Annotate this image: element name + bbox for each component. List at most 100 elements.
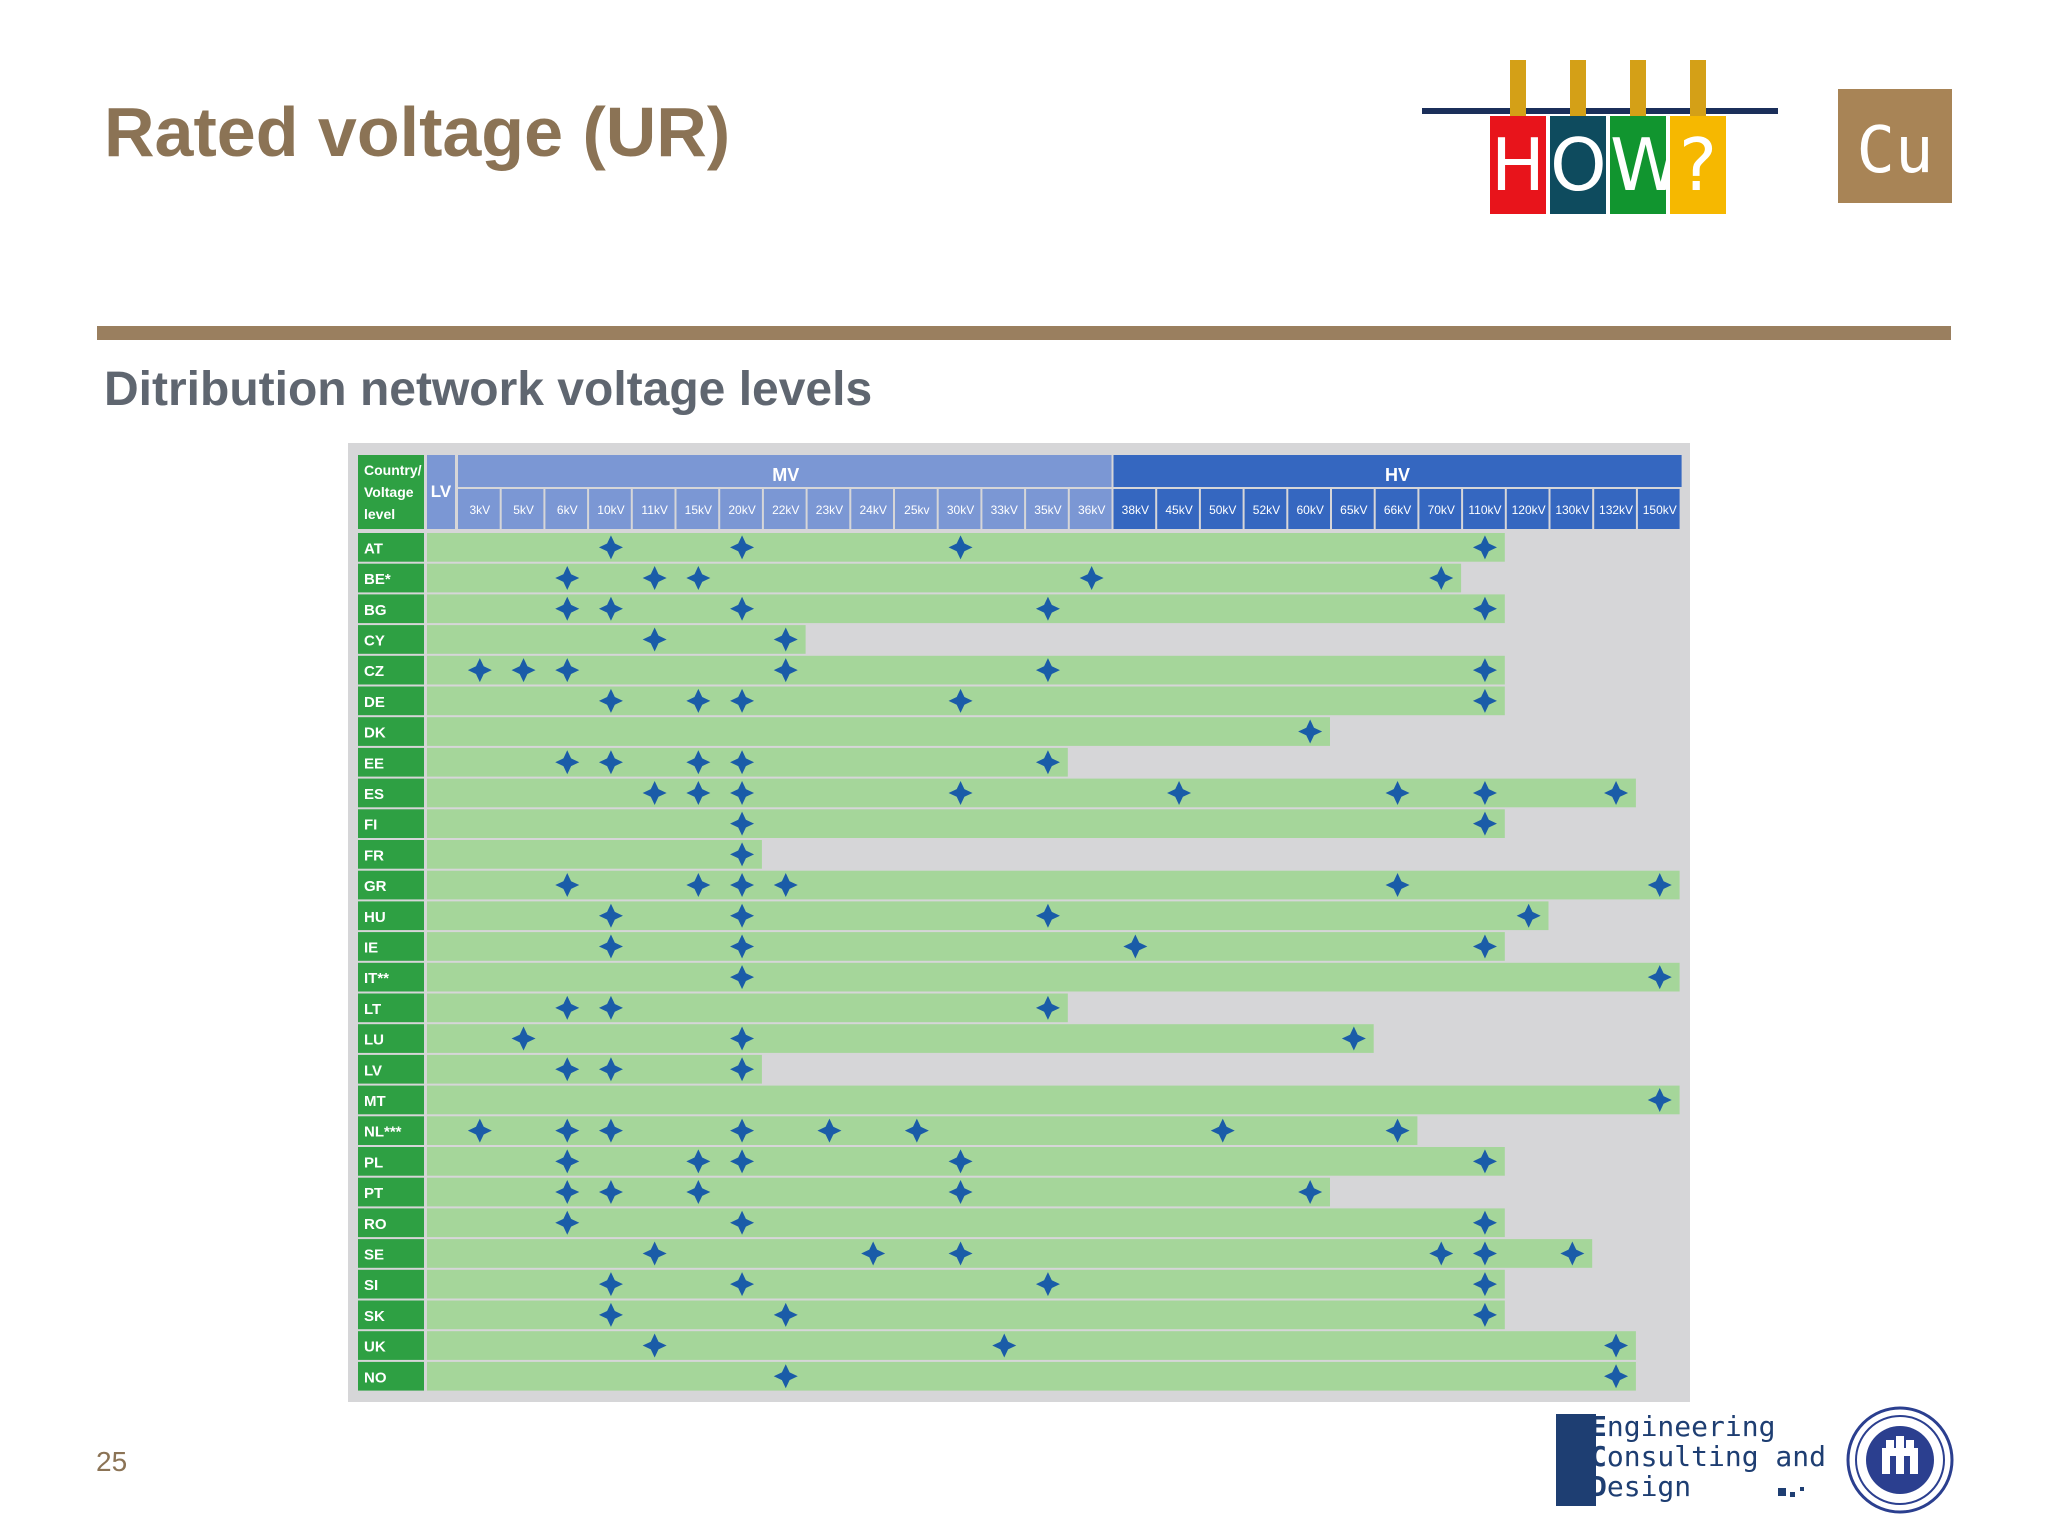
voltage-level-marker	[1604, 1333, 1629, 1358]
column-header	[458, 489, 500, 529]
country-label: EE	[364, 755, 384, 772]
column-header-label: 45kV	[1165, 503, 1192, 517]
column-header	[1637, 489, 1680, 529]
voltage-level-grid: Country/Voltage level LV MV HV 3kV 5kV 6kV 10kV 1…	[358, 455, 1682, 1391]
column-header-label: 20kV	[728, 503, 755, 517]
column-header-label: 3kV	[470, 503, 491, 517]
column-header-label: 50kV	[1209, 503, 1236, 517]
country-cell	[358, 1085, 424, 1115]
country-label: DE	[364, 694, 385, 711]
voltage-level-marker	[555, 1210, 580, 1235]
voltage-range-bar	[427, 1054, 762, 1084]
voltage-level-marker	[1472, 811, 1497, 836]
voltage-level-marker	[1298, 719, 1323, 744]
voltage-range-bar	[427, 594, 1505, 624]
voltage-level-marker	[1516, 903, 1541, 928]
voltage-level-marker	[730, 965, 755, 990]
column-header	[589, 489, 631, 529]
voltage-level-marker	[730, 1210, 755, 1235]
voltage-level-marker	[730, 1057, 755, 1082]
voltage-level-marker	[598, 903, 623, 928]
voltage-level-marker	[686, 566, 711, 591]
country-cell	[358, 840, 424, 869]
how-logo-peg	[1630, 60, 1646, 124]
column-header-label: 11kV	[641, 503, 667, 517]
country-cell	[358, 594, 424, 624]
voltage-range-bar	[427, 1024, 1374, 1053]
voltage-level-marker	[730, 842, 755, 867]
page-number: 25	[96, 1446, 128, 1477]
ecd-text-3: esign	[1606, 1470, 1692, 1503]
column-header-label: 150kV	[1643, 503, 1677, 517]
voltage-level-marker	[555, 1118, 580, 1143]
voltage-level-marker	[730, 596, 755, 621]
voltage-level-marker	[1035, 995, 1060, 1020]
country-cell	[358, 655, 424, 685]
voltage-range-bar	[427, 1361, 1636, 1391]
voltage-level-marker	[598, 1302, 623, 1327]
voltage-level-marker	[730, 750, 755, 775]
voltage-range-bar	[427, 717, 1330, 746]
column-header	[895, 489, 937, 529]
voltage-level-marker	[1429, 566, 1454, 591]
voltage-level-marker	[598, 934, 623, 959]
column-header	[1244, 489, 1287, 529]
voltage-level-marker	[467, 1118, 492, 1143]
voltage-level-marker	[1472, 1272, 1497, 1297]
voltage-level-marker	[1604, 780, 1629, 805]
how-logo-peg	[1690, 60, 1706, 124]
voltage-range-bar	[427, 1085, 1680, 1115]
column-header-label: 66kV	[1384, 503, 1411, 517]
country-label: SK	[364, 1308, 385, 1325]
column-header-label: 30kV	[947, 503, 974, 517]
country-cell	[358, 563, 424, 593]
voltage-level-marker	[642, 627, 667, 652]
voltage-level-marker	[467, 658, 492, 683]
voltage-level-marker	[642, 780, 667, 805]
voltage-level-marker	[555, 596, 580, 621]
voltage-level-marker	[730, 903, 755, 928]
voltage-level-marker	[1385, 873, 1410, 898]
how-logo: H O W ?	[1420, 58, 1780, 218]
voltage-level-marker	[773, 1302, 798, 1327]
voltage-level-marker	[686, 750, 711, 775]
voltage-range-bar	[427, 993, 1068, 1023]
voltage-range-bar	[427, 962, 1680, 992]
column-header	[763, 489, 806, 529]
column-header-label: 132kV	[1599, 503, 1633, 517]
voltage-level-marker	[1472, 658, 1497, 683]
voltage-level-marker	[555, 1057, 580, 1082]
country-cell	[358, 533, 424, 562]
voltage-level-marker	[1210, 1118, 1235, 1143]
country-label: BE*	[364, 571, 391, 588]
voltage-level-marker	[1647, 1087, 1672, 1112]
country-label: AT	[364, 540, 383, 557]
country-label: PL	[364, 1154, 383, 1171]
voltage-level-marker	[555, 1180, 580, 1205]
voltage-range-bar	[427, 1208, 1505, 1238]
column-header-label: 35kV	[1034, 503, 1061, 517]
university-seal-logo	[1846, 1406, 1954, 1514]
country-cell	[358, 809, 424, 838]
country-label: NO	[364, 1369, 387, 1386]
voltage-level-marker	[1385, 1118, 1410, 1143]
ecd-logo-line-3: Design	[1590, 1470, 1691, 1503]
column-header	[1463, 489, 1505, 529]
country-cell	[358, 1331, 424, 1360]
voltage-level-marker	[1298, 1180, 1323, 1205]
lv-header-label: LV	[431, 482, 452, 501]
column-header	[938, 489, 981, 529]
voltage-level-marker	[1035, 658, 1060, 683]
voltage-level-marker	[773, 873, 798, 898]
voltage-level-marker	[861, 1241, 886, 1266]
how-logo-line	[1422, 108, 1778, 114]
voltage-level-marker	[730, 934, 755, 959]
voltage-level-marker	[1560, 1241, 1585, 1266]
voltage-level-marker	[598, 1180, 623, 1205]
column-header	[807, 489, 850, 529]
country-label: FI	[364, 817, 377, 834]
voltage-range-bar	[427, 625, 806, 654]
voltage-level-marker	[730, 780, 755, 805]
voltage-level-marker	[1341, 1026, 1366, 1051]
voltage-level-marker	[1647, 873, 1672, 898]
